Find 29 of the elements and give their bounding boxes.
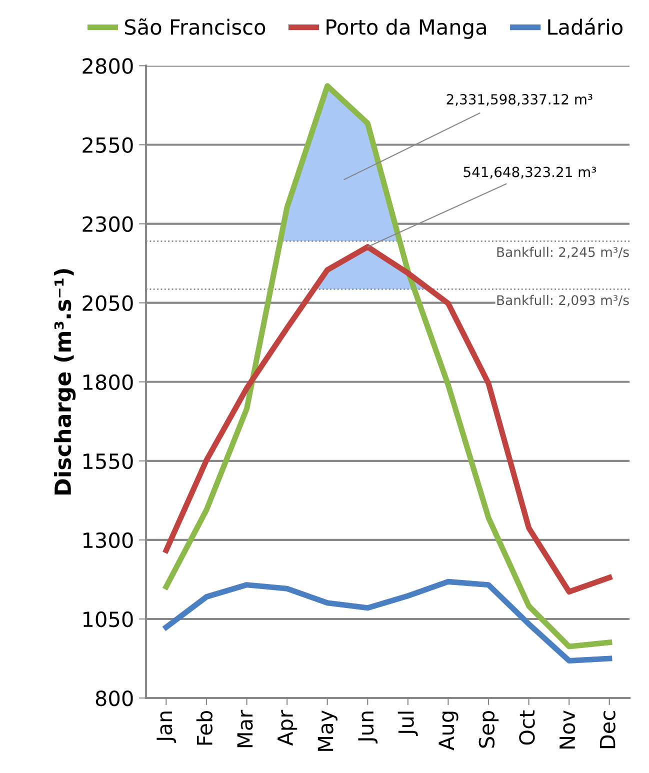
y-tick-label: 1550 [83, 453, 133, 470]
x-tick-label: May [318, 710, 338, 751]
x-tick-label: Apr [278, 710, 298, 746]
ref-line-label: Bankfull: 2,245 m³/s [497, 246, 629, 258]
x-tick-label: Jun [358, 712, 378, 744]
y-tick-label: 2550 [82, 137, 133, 153]
x-tick-label: Jul [398, 712, 418, 736]
legend-label: Ladário [548, 18, 622, 35]
ref-line-label: Bankfull: 2,093 m³/s [497, 294, 629, 306]
y-tick-label: 800 [96, 690, 133, 706]
annotation: 2,331,598,337.12 m³ [446, 94, 592, 106]
y-tick-label: 2800 [82, 58, 133, 74]
y-tick-label: 1800 [83, 374, 133, 390]
annotation: 541,648,323.21 m³ [464, 166, 596, 179]
y-axis-title: Discharge (m³.s⁻¹) [54, 269, 76, 494]
y-tick-label: 1050 [83, 611, 133, 628]
y-tick-label: 2300 [82, 216, 133, 232]
x-tick-label: Nov [560, 710, 576, 748]
y-tick-label: 2050 [82, 295, 133, 312]
x-tick-label: Oct [519, 710, 535, 745]
x-tick-label: Mar [237, 710, 253, 748]
x-tick-label: Aug [438, 712, 458, 750]
legend-label: Porto da Manga [326, 18, 486, 39]
x-tick-label: Sep [478, 710, 499, 748]
x-tick-label: Dec [600, 711, 616, 748]
x-tick-label: Jan [156, 712, 176, 744]
legend-label: São Francisco [124, 18, 266, 35]
y-tick-label: 1300 [83, 532, 133, 548]
x-tick-label: Feb [196, 710, 213, 745]
